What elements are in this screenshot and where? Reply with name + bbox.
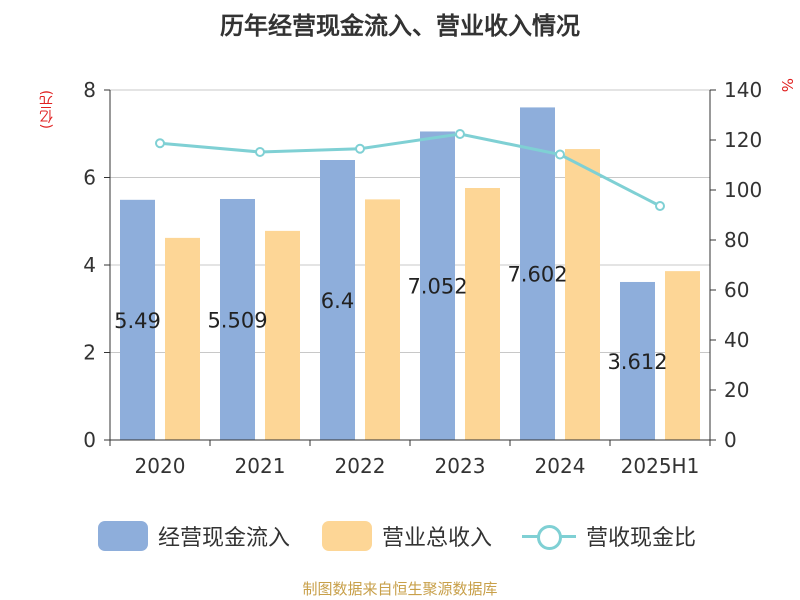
legend-label-ratio: 营收现金比: [586, 526, 697, 551]
legend-item-cash-inflow[interactable]: 经营现金流入: [98, 516, 290, 556]
legend-label-cash-inflow: 经营现金流入: [158, 526, 291, 551]
chart-legend: 经营现金流入 营业总收入 营收现金比: [0, 516, 800, 556]
bar-revenue: [365, 199, 400, 440]
bar-cash-inflow: [120, 199, 155, 440]
x-tick-label: 2021: [235, 454, 286, 478]
legend-item-ratio[interactable]: 营收现金比: [522, 516, 696, 556]
bar-revenue: [165, 237, 200, 440]
x-tick-label: 2025H1: [621, 454, 700, 478]
y2-tick-label: 140: [724, 78, 762, 102]
data-label: 7.602: [507, 263, 567, 287]
ratio-point: [355, 143, 365, 154]
y2-tick-label: 60: [724, 278, 749, 302]
data-source-note: 制图数据来自恒生聚源数据库: [302, 580, 498, 598]
x-tick-label: 2024: [535, 454, 586, 478]
bar-cash-inflow: [620, 281, 655, 440]
data-label: 6.4: [321, 289, 354, 313]
y2-tick-label: 120: [724, 128, 762, 152]
bar-revenue: [465, 188, 500, 440]
y-tick-label: 6: [83, 166, 96, 190]
ratio-point: [155, 138, 165, 149]
legend-line-swatch-ratio: [522, 521, 576, 551]
y2-tick-label: 80: [724, 228, 749, 252]
ratio-point: [455, 129, 465, 139]
y2-tick-label: 40: [724, 328, 749, 352]
y-tick-label: 4: [83, 253, 96, 277]
x-tick-label: 2023: [435, 454, 486, 478]
bar-revenue: [265, 230, 300, 440]
legend-swatch-cash-inflow: [98, 521, 148, 551]
data-label: 3.612: [607, 350, 667, 374]
ratio-point: [255, 147, 265, 157]
bar-revenue: [665, 271, 700, 440]
data-label: 7.052: [407, 275, 467, 299]
y2-tick-label: 100: [724, 178, 762, 202]
legend-swatch-revenue: [322, 521, 372, 551]
chart-title: 历年经营现金流入、营业收入情况: [220, 12, 580, 40]
bar-cash-inflow: [520, 107, 555, 440]
bar-cash-inflow: [420, 131, 455, 440]
ratio-line: [159, 132, 661, 208]
y-tick-label: 0: [83, 428, 96, 452]
bar-revenue: [565, 149, 600, 440]
x-tick-label: 2020: [135, 454, 186, 478]
ratio-point: [555, 149, 565, 160]
bar-cash-inflow: [220, 198, 255, 440]
y-tick-label: 2: [83, 341, 96, 365]
right-axis-unit: %: [778, 78, 796, 93]
y2-tick-label: 20: [724, 378, 749, 402]
y-tick-label: 8: [83, 78, 96, 102]
legend-label-revenue: 营业总收入: [382, 526, 493, 551]
y2-tick-label: 0: [724, 428, 737, 452]
data-label: 5.49: [114, 309, 161, 333]
data-label: 5.509: [207, 308, 267, 332]
legend-item-revenue[interactable]: 营业总收入: [322, 516, 492, 556]
ratio-point: [655, 201, 665, 211]
x-tick-label: 2022: [335, 454, 386, 478]
bar-cash-inflow: [320, 160, 355, 440]
